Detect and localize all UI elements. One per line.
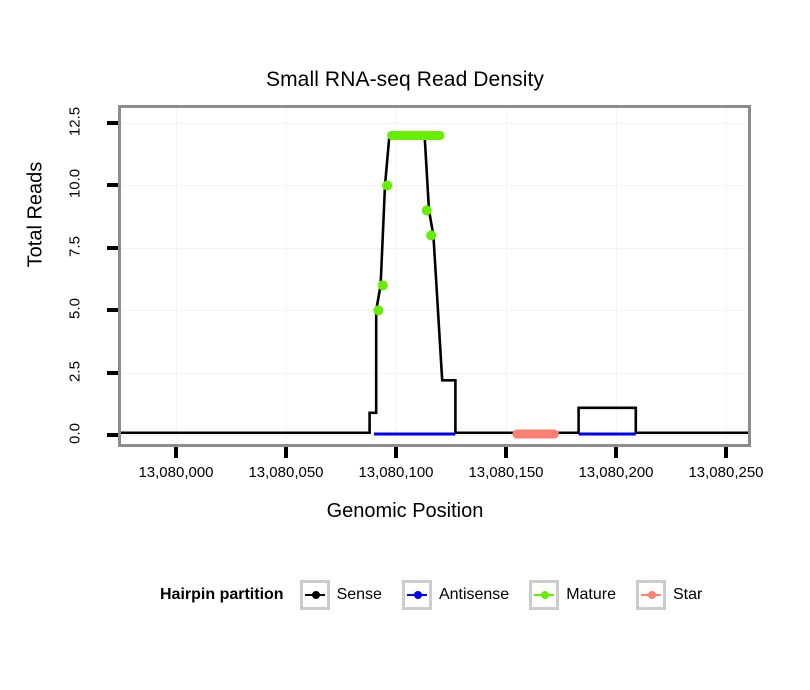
legend-title: Hairpin partition — [160, 586, 284, 603]
chart-legend: Hairpin partition Sense Antisense Mature St… — [160, 578, 722, 612]
series-point-mature — [426, 230, 437, 241]
y-axis-label: Total Reads — [24, 161, 47, 268]
gridline-vertical — [616, 108, 617, 444]
x-tick-label: 13,080,250 — [688, 464, 764, 481]
gridline-horizontal — [121, 123, 748, 124]
legend-label: Sense — [336, 586, 382, 603]
x-tick-mark — [174, 447, 178, 458]
x-axis-label: Genomic Position — [326, 500, 484, 522]
data-series-layer — [121, 130, 748, 439]
legend-key-antisense-icon — [401, 580, 432, 610]
gridline-horizontal — [121, 373, 748, 374]
y-tick-label: 10.0 — [66, 169, 84, 199]
x-tick-mark — [394, 447, 398, 458]
x-tick-mark — [284, 447, 288, 458]
y-tick-mark — [107, 433, 118, 438]
legend-item-sense[interactable]: Sense — [299, 580, 396, 610]
x-tick-mark — [724, 447, 728, 458]
legend-key-dot — [541, 591, 550, 599]
y-tick-mark — [107, 308, 118, 313]
gridline-vertical — [396, 108, 397, 444]
legend-label: Mature — [566, 586, 616, 603]
chart-title: Small RNA-seq Read Density — [265, 68, 545, 91]
legend-item-antisense[interactable]: Antisense — [401, 580, 523, 610]
series-point-mature — [373, 305, 384, 316]
y-tick-label: 12.5 — [66, 106, 84, 137]
y-tick-label: 5.0 — [66, 298, 84, 320]
series-point-mature — [421, 205, 432, 216]
x-tick-label: 13,080,150 — [468, 464, 544, 481]
gridline-vertical — [286, 108, 287, 444]
y-tick-mark — [107, 370, 118, 375]
gridline-horizontal — [121, 185, 748, 186]
gridline-vertical — [506, 108, 507, 444]
x-tick-mark — [504, 447, 508, 458]
legend-key-star-icon — [636, 580, 666, 610]
x-tick-label: 13,080,000 — [138, 464, 214, 481]
legend-key-dot — [648, 591, 656, 599]
gridline-vertical — [726, 108, 727, 444]
legend-label: Star — [673, 586, 703, 603]
y-tick-mark — [107, 183, 118, 188]
y-tick-label: 7.5 — [66, 235, 84, 257]
gridline-vertical — [176, 108, 177, 444]
x-tick-mark — [614, 447, 618, 458]
legend-key-dot — [311, 591, 320, 599]
series-point-mature — [377, 280, 388, 291]
y-tick-mark — [107, 245, 118, 250]
y-tick-mark — [107, 120, 118, 125]
x-tick-label: 13,080,050 — [248, 464, 324, 481]
y-tick-label: 0.0 — [66, 423, 84, 445]
legend-key-sense-icon — [299, 580, 330, 610]
plot-area — [121, 108, 748, 444]
x-tick-label: 13,080,200 — [578, 464, 654, 481]
legend-label: Antisense — [438, 586, 510, 603]
legend-item-star[interactable]: Star — [636, 580, 716, 610]
legend-key-mature-icon — [529, 580, 560, 610]
series-line-sense — [121, 134, 748, 435]
legend-items: Sense Antisense Mature Star — [299, 580, 723, 610]
x-tick-label: 13,080,100 — [358, 464, 434, 481]
gridline-horizontal — [121, 310, 748, 311]
legend-key-dot — [413, 591, 422, 599]
y-tick-label: 2.5 — [66, 360, 84, 382]
legend-item-mature[interactable]: Mature — [529, 580, 630, 610]
plot-panel — [118, 105, 751, 447]
series-point-mature — [382, 180, 393, 191]
